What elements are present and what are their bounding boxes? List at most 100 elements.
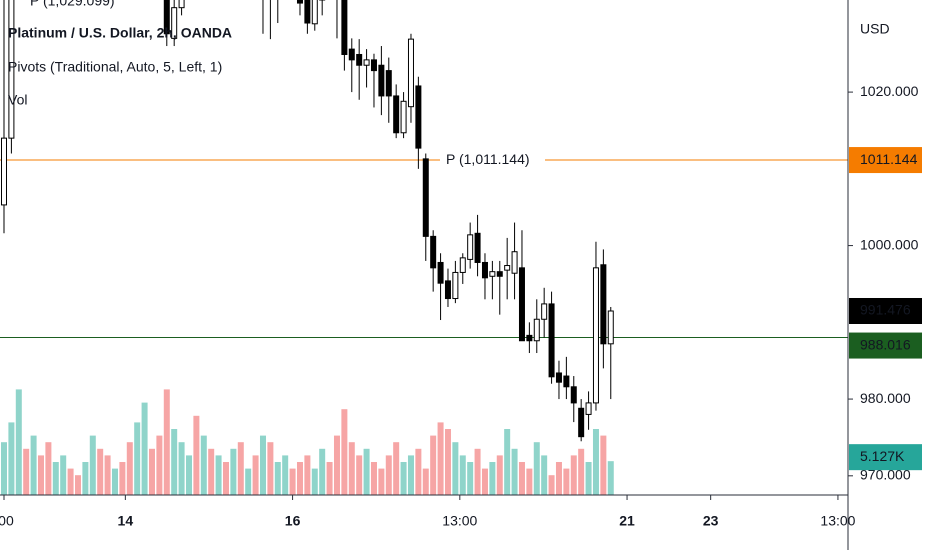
candle-body xyxy=(570,386,577,404)
volume-bar xyxy=(341,409,348,495)
candle-body xyxy=(548,303,555,378)
price-badge-label: 991.476 xyxy=(860,302,911,318)
volume-bar xyxy=(555,462,562,495)
candle-body xyxy=(467,234,474,260)
volume-bar xyxy=(200,435,207,495)
previous-pivot-label: P (1,029.099) xyxy=(30,0,115,9)
candle-body xyxy=(363,59,370,66)
axis-mask xyxy=(849,496,932,550)
price-badge xyxy=(849,297,922,324)
candle-body xyxy=(474,232,481,263)
candle-body xyxy=(304,0,311,24)
volume-bar xyxy=(134,422,141,495)
volume-bar xyxy=(467,462,474,495)
candle-body xyxy=(452,271,459,300)
currency-label: USD xyxy=(860,21,890,37)
candle-body xyxy=(171,7,178,39)
volume-bar xyxy=(356,455,363,495)
volume-bar xyxy=(23,448,30,495)
volume-bar xyxy=(215,455,222,495)
volume-bar xyxy=(437,422,444,495)
volume-bar xyxy=(111,468,118,495)
volume-bar xyxy=(15,389,22,495)
volume-bar xyxy=(267,442,274,495)
volume-bar xyxy=(252,455,259,495)
volume-bar xyxy=(74,475,81,495)
volume-bar xyxy=(548,475,555,495)
candle-body xyxy=(526,334,533,342)
y-tick-label: 1020.000 xyxy=(860,83,919,99)
volume-bar xyxy=(171,429,178,495)
volume-bar xyxy=(518,462,525,495)
x-tick-label: :00 xyxy=(0,513,14,529)
volume-bar xyxy=(600,435,607,495)
volume-bar xyxy=(333,435,340,495)
candle-body xyxy=(385,70,392,97)
volume-bar xyxy=(481,468,488,495)
volume-bar xyxy=(533,442,540,495)
candle-body xyxy=(415,85,422,149)
volume-bar xyxy=(119,462,126,495)
volume-bar xyxy=(289,468,296,495)
volume-bar xyxy=(67,468,74,495)
volume-bar xyxy=(415,448,422,495)
volume-bar xyxy=(237,442,244,495)
candle-body xyxy=(541,303,548,320)
x-tick-label: 23 xyxy=(703,513,719,529)
x-tick-label: 13:00 xyxy=(820,513,855,529)
candle-body xyxy=(533,318,540,342)
candle-body xyxy=(370,59,377,72)
volume-bar xyxy=(578,448,585,495)
volume-bar xyxy=(37,455,44,495)
volume-bar xyxy=(82,462,89,495)
volume-bar xyxy=(474,448,481,495)
candle-body xyxy=(400,100,407,134)
price-badge xyxy=(849,444,922,471)
volume-bar xyxy=(489,462,496,495)
volume-bar xyxy=(230,448,237,495)
volume-bar xyxy=(526,468,533,495)
candle-body xyxy=(407,38,414,108)
volume-bar xyxy=(511,448,518,495)
candle-body xyxy=(163,0,170,35)
candle-body xyxy=(422,158,429,237)
volume-bar xyxy=(570,455,577,495)
candle-body xyxy=(459,257,466,273)
candle-body xyxy=(296,0,303,4)
volume-bar xyxy=(126,442,133,495)
volume-bar xyxy=(311,468,318,495)
candle-body xyxy=(511,251,518,274)
volume-bar xyxy=(45,442,52,495)
price-badge xyxy=(849,332,922,359)
candle-body xyxy=(578,407,585,438)
candle-body xyxy=(563,375,570,388)
volume-bar xyxy=(430,435,437,495)
candle-body xyxy=(348,48,355,61)
volume-bar xyxy=(370,462,377,495)
x-tick-label: 16 xyxy=(285,513,301,529)
x-tick-label: 21 xyxy=(619,513,635,529)
volume-bar xyxy=(0,442,7,495)
volume-bar xyxy=(89,435,96,495)
chart-title: Platinum / U.S. Dollar, 2h, OANDA xyxy=(8,25,232,41)
y-tick-label: 970.000 xyxy=(860,467,911,483)
volume-bar xyxy=(444,429,451,495)
price-badge-label: 988.016 xyxy=(860,336,911,352)
volume-bar xyxy=(363,448,370,495)
candle-body xyxy=(0,137,7,206)
volume-bar xyxy=(208,448,215,495)
volume-bar xyxy=(282,455,289,495)
candle-body xyxy=(504,265,511,271)
volume-bar xyxy=(385,455,392,495)
volume-bar xyxy=(296,462,303,495)
candle-body xyxy=(600,264,607,345)
volume-bar xyxy=(400,462,407,495)
volume-bar xyxy=(163,389,170,495)
plot-area: P (1,011.144) xyxy=(0,0,848,495)
candle-body xyxy=(437,261,444,284)
volume-bar xyxy=(141,402,148,495)
volume-bar xyxy=(193,415,200,495)
candle-body xyxy=(607,310,614,345)
